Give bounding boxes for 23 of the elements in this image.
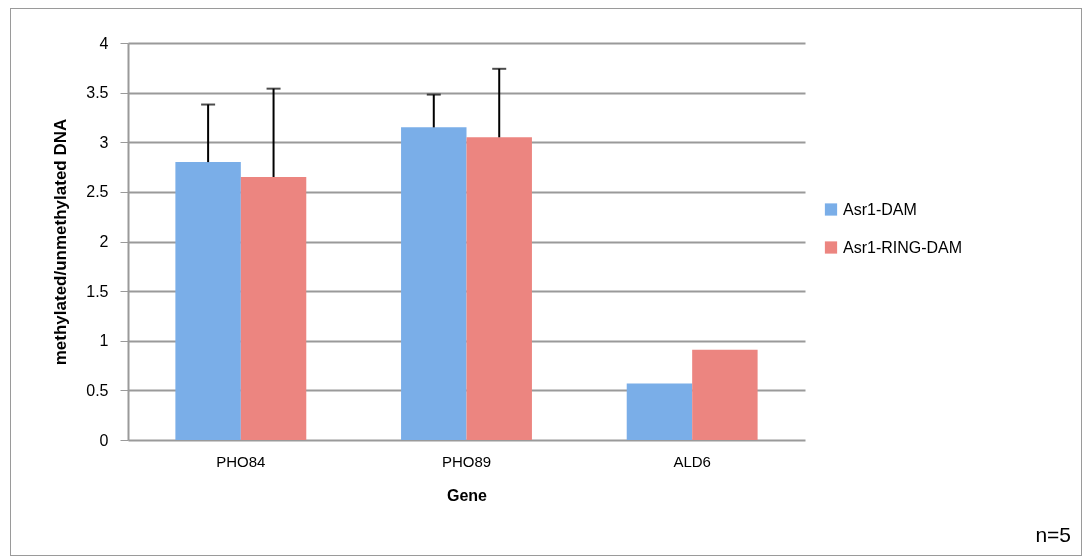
- x-tick-label: PHO89: [441, 452, 492, 470]
- bar: [466, 137, 532, 440]
- legend-label: Asr1-RING-DAM: [843, 238, 963, 256]
- y-tick-label: 3.5: [86, 84, 109, 102]
- bar: [626, 383, 693, 440]
- y-tick-label: 3: [99, 133, 109, 151]
- bar: [692, 349, 758, 440]
- bar: [401, 127, 467, 440]
- y-tick-label: 1: [99, 332, 109, 350]
- y-tick-label: 0.5: [86, 381, 109, 399]
- x-axis-title: Gene: [446, 486, 488, 504]
- y-tick-label: 2.5: [86, 183, 109, 201]
- y-axis-title: methylated/unmethylated DNA: [51, 118, 71, 366]
- y-tick-label: 1.5: [86, 282, 109, 300]
- y-tick-label: 4: [99, 34, 109, 52]
- bar: [240, 176, 307, 440]
- bar: [175, 162, 241, 440]
- x-tick-label: ALD6: [673, 452, 711, 470]
- text: n=5: [1035, 523, 1071, 547]
- legend-label: Asr1-DAM: [843, 200, 917, 218]
- y-tick-label: 2: [99, 233, 109, 250]
- y-tick-label: 0: [99, 431, 109, 449]
- x-tick-label: PHO84: [216, 452, 266, 470]
